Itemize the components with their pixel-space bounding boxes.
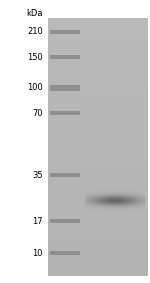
- Bar: [50, 55, 80, 59]
- Text: 10: 10: [33, 248, 43, 258]
- Text: 70: 70: [32, 108, 43, 117]
- Bar: [50, 30, 80, 34]
- Bar: [50, 219, 80, 223]
- Text: 150: 150: [27, 53, 43, 61]
- Bar: [50, 85, 80, 91]
- Text: 210: 210: [27, 27, 43, 37]
- Bar: [50, 173, 80, 177]
- Bar: [48, 18, 148, 276]
- Text: 35: 35: [32, 170, 43, 179]
- Bar: [50, 111, 80, 115]
- Bar: [50, 251, 80, 255]
- Text: 100: 100: [27, 83, 43, 93]
- Text: kDa: kDa: [27, 10, 43, 18]
- Text: 17: 17: [32, 216, 43, 226]
